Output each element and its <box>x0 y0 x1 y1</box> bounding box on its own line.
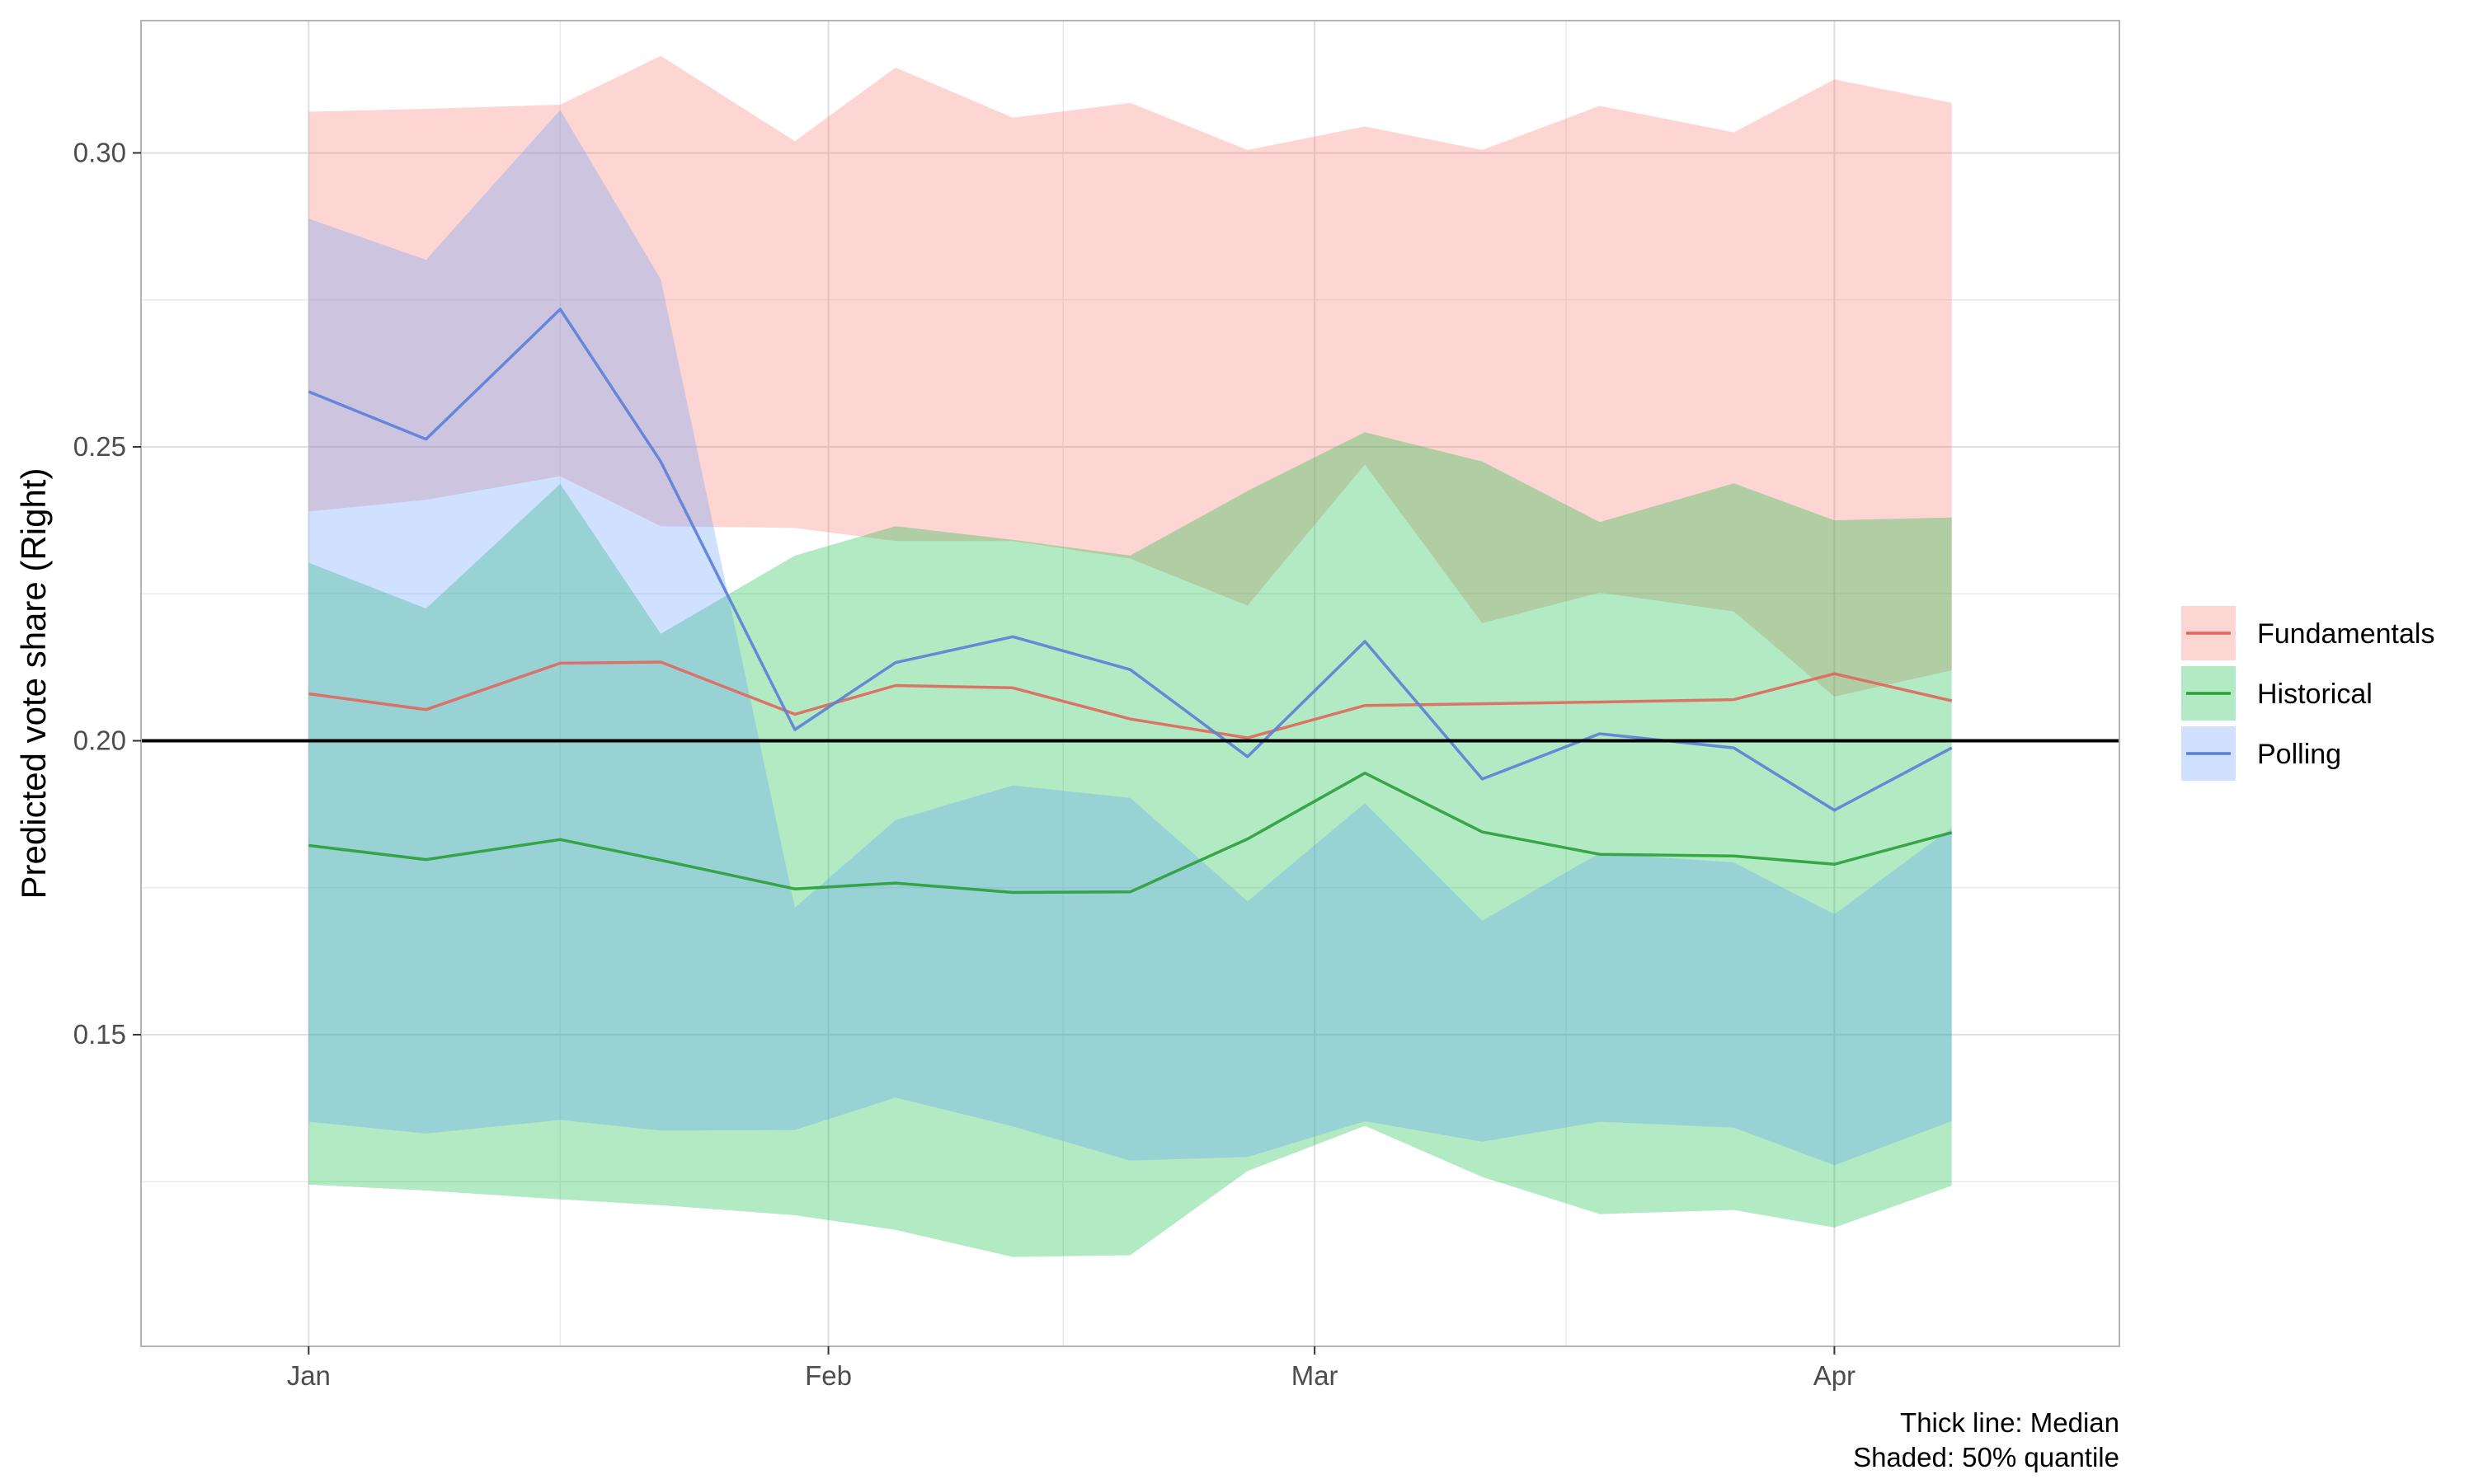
legend-item-historical: Historical <box>2181 666 2373 721</box>
y-tick-label: 0.25 <box>73 431 126 462</box>
panel-border <box>140 20 2120 1347</box>
legend: Fundamentals Historical Polling <box>2181 606 2434 781</box>
legend-label: Fundamentals <box>2257 618 2434 650</box>
caption: Thick line: Median Shaded: 50% quantile <box>1853 1407 2119 1472</box>
x-tick-label: Feb <box>805 1360 852 1391</box>
band-fundamentals <box>308 55 1952 697</box>
median-line-fundamentals <box>308 660 1953 740</box>
band-polling <box>308 110 1952 1166</box>
y-tick-label: 0.30 <box>73 137 126 167</box>
x-tick-label: Apr <box>1813 1360 1856 1391</box>
quantile-bands <box>308 55 1952 1257</box>
median-line-historical <box>308 771 1953 895</box>
y-axis-title: Predicted vote share (Right) <box>14 468 53 899</box>
legend-item-polling: Polling <box>2181 726 2341 781</box>
y-tick-label: 0.15 <box>73 1019 126 1050</box>
band-historical <box>308 432 1952 1257</box>
x-tick-label: Mar <box>1291 1360 1338 1391</box>
caption-line-1: Thick line: Median <box>1900 1407 2119 1438</box>
legend-label: Polling <box>2257 739 2341 770</box>
y-tick-label: 0.20 <box>73 726 126 756</box>
x-tick-label: Jan <box>287 1360 331 1391</box>
y-axis: 0.15 0.20 0.25 0.30 <box>73 137 141 1050</box>
x-axis: Jan Feb Mar Apr <box>287 1346 1856 1391</box>
median-line-polling <box>308 308 1953 812</box>
grid <box>141 21 2119 1346</box>
legend-item-fundamentals: Fundamentals <box>2181 606 2434 660</box>
median-lines <box>308 308 1953 895</box>
legend-label: Historical <box>2257 679 2373 710</box>
caption-line-2: Shaded: 50% quantile <box>1853 1442 2119 1472</box>
